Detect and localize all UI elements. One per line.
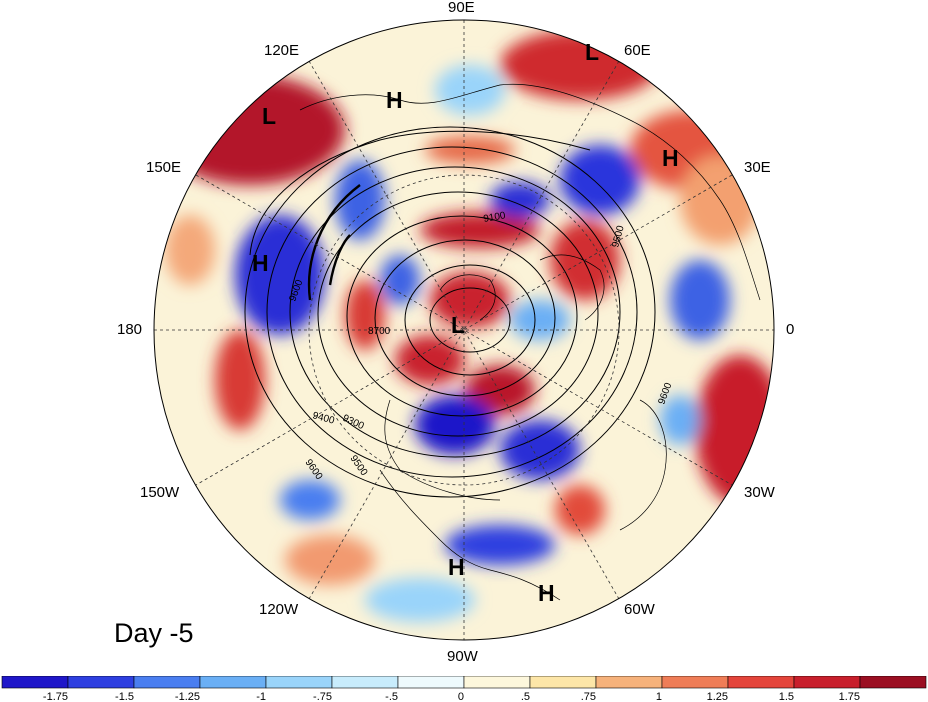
lon-label-120e: 120E: [264, 42, 299, 59]
colorbar: -1.75 -1.5 -1.25 -1 -.75 -.5 0 .5 .75 1 1.25 1.5 1.7…: [1, 676, 927, 702]
colorbar-tick-label: 1: [656, 691, 662, 702]
colorbar-box: [793, 676, 861, 689]
colorbar-box: [529, 676, 597, 689]
colorbar-tick-label: 1.25: [707, 691, 728, 702]
lon-label-60e: 60E: [624, 42, 651, 59]
colorbar-tick-label: -.5: [385, 691, 398, 702]
colorbar-box: [199, 676, 267, 689]
anomaly-field: [154, 20, 774, 640]
colorbar-box: [727, 676, 795, 689]
colorbar-tick-label: 0: [458, 691, 464, 702]
high-center-kamchatka: H: [386, 87, 403, 113]
colorbar-box: [661, 676, 729, 689]
colorbar-box: [595, 676, 663, 689]
colorbar-box: [463, 676, 531, 689]
colorbar-tick-label: -.75: [313, 691, 332, 702]
panel-label: Day -5: [114, 618, 194, 648]
coastlines: [299, 83, 761, 601]
lon-label-60w: 60W: [624, 601, 656, 618]
low-center-pole: L: [451, 312, 465, 338]
lon-label-150e: 150E: [146, 159, 181, 176]
contour-label: 8700: [368, 326, 391, 337]
colorbar-tick-label: -1.5: [115, 691, 134, 702]
graticule: [154, 20, 774, 640]
colorbar-tick-label: 1.5: [779, 691, 794, 702]
low-center-west-siberia: L: [585, 39, 599, 65]
colorbar-box: [133, 676, 201, 689]
high-center-pacific: H: [252, 250, 269, 276]
high-center-mexico: H: [448, 554, 465, 580]
lon-label-90e: 90E: [448, 0, 475, 16]
colorbar-tick-label: 1.75: [839, 691, 860, 702]
low-center-east-siberia: L: [262, 103, 276, 129]
colorbar-tick-labels: -1.75 -1.5 -1.25 -1 -.75 -.5 0 .5 .75 1 1.25 1.5 1.7…: [43, 691, 860, 702]
colorbar-box: [397, 676, 465, 689]
colorbar-tick-label: -1.25: [175, 691, 200, 702]
lon-label-0: 0: [786, 321, 794, 338]
colorbar-tick-label: .75: [581, 691, 596, 702]
height-contours: [244, 126, 656, 498]
colorbar-box: [1, 676, 69, 689]
longitude-labels: 90E 120E 60E 150E 30E 180 0 150W 30W 120…: [117, 0, 794, 665]
lon-label-30e: 30E: [744, 159, 771, 176]
colorbar-box: [859, 676, 927, 689]
colorbar-box: [67, 676, 135, 689]
high-center-caribbean: H: [538, 580, 555, 606]
colorbar-boxes: [1, 676, 927, 689]
colorbar-tick-label: .5: [521, 691, 530, 702]
lon-label-120w: 120W: [259, 601, 299, 618]
pressure-center-labels: L H L H H L H H: [252, 39, 679, 606]
colorbar-box: [331, 676, 399, 689]
map-boundary: [153, 19, 775, 641]
polar-stereographic-map: 90E 120E 60E 150E 30E 180 0 150W 30W 120…: [117, 0, 794, 665]
high-center-ural: H: [662, 145, 679, 171]
contour-label: 9100: [483, 210, 507, 225]
lon-label-90w: 90W: [447, 648, 479, 665]
colorbar-tick-label: -1: [256, 691, 266, 702]
colorbar-box: [265, 676, 333, 689]
lon-label-30w: 30W: [744, 484, 776, 501]
colorbar-tick-label: -1.75: [43, 691, 68, 702]
lon-label-180: 180: [117, 321, 142, 338]
lon-label-150w: 150W: [140, 484, 180, 501]
